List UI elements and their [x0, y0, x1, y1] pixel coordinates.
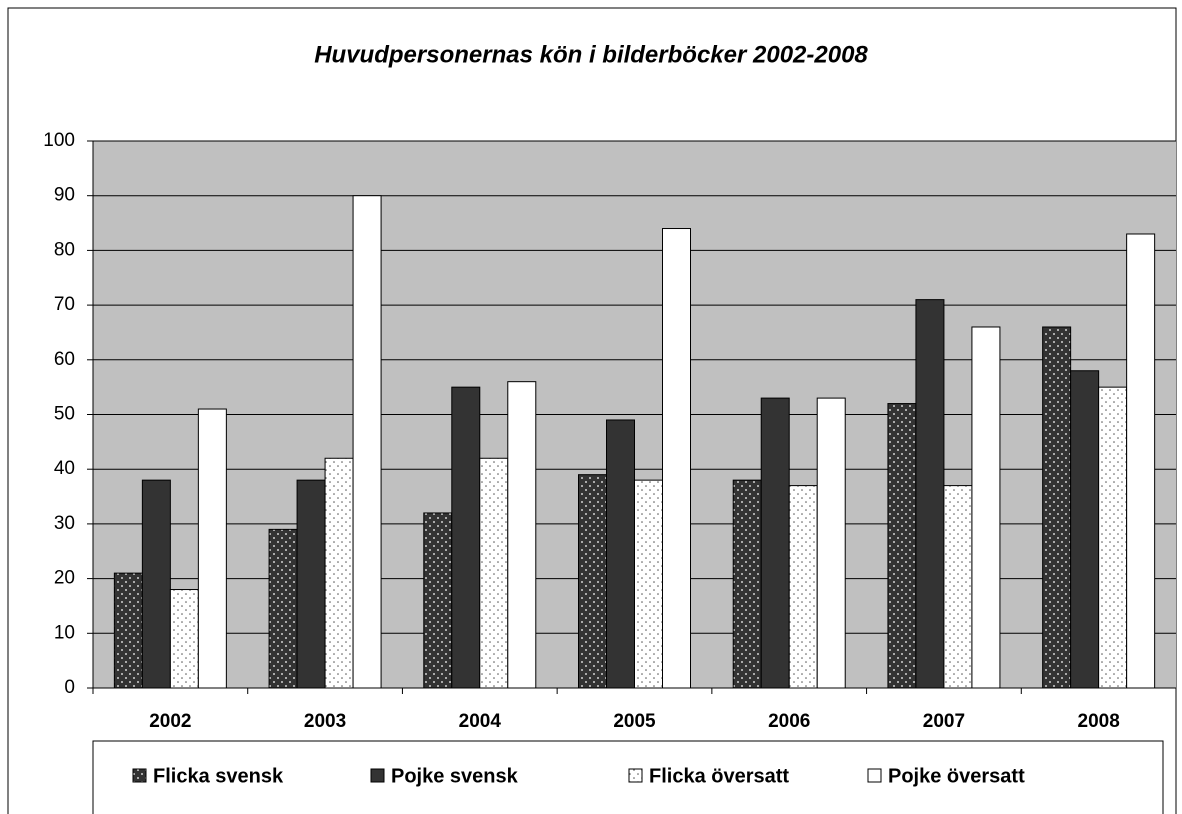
bar	[943, 485, 973, 689]
y-tick-label: 30	[54, 513, 75, 534]
bar	[732, 479, 762, 689]
bar	[788, 485, 818, 689]
bar	[197, 408, 227, 689]
bar	[760, 397, 790, 689]
x-tick-label: 2006	[768, 711, 810, 732]
bar	[816, 397, 846, 689]
x-tick-label: 2002	[149, 711, 191, 732]
bar	[268, 528, 298, 689]
legend-label: Flicka översatt	[649, 765, 789, 787]
x-tick-label: 2008	[1078, 711, 1120, 732]
y-tick-label: 90	[54, 185, 75, 206]
legend-label: Pojke svensk	[391, 765, 519, 787]
y-tick-label: 70	[54, 294, 75, 315]
bar	[113, 572, 143, 689]
y-tick-label: 0	[64, 677, 75, 698]
bar	[915, 299, 945, 689]
bar	[169, 589, 199, 689]
bar	[1126, 233, 1156, 689]
bar	[296, 479, 326, 689]
legend-swatch	[867, 768, 882, 783]
y-tick-label: 80	[54, 239, 75, 260]
legend-label: Pojke översatt	[888, 765, 1025, 787]
bar	[971, 326, 1001, 689]
bar	[887, 403, 917, 689]
y-tick-label: 20	[54, 568, 75, 589]
y-tick-label: 100	[43, 130, 75, 151]
bar	[479, 457, 509, 689]
x-tick-label: 2007	[923, 711, 965, 732]
legend-label: Flicka svensk	[153, 765, 284, 787]
bar	[423, 512, 453, 689]
x-tick-label: 2004	[459, 711, 502, 732]
y-tick-label: 60	[54, 349, 75, 370]
legend-swatch	[628, 768, 643, 783]
bar	[352, 195, 382, 689]
legend-swatch	[132, 768, 147, 783]
y-tick-label: 40	[54, 458, 75, 479]
bar	[507, 381, 537, 689]
bar	[578, 474, 607, 689]
bar	[662, 228, 691, 689]
chart-title: Huvudpersonernas kön i bilderböcker 2002…	[314, 41, 868, 68]
legend-swatch	[370, 768, 385, 783]
legend-box	[92, 740, 1164, 814]
y-tick-label: 10	[54, 622, 75, 643]
bar	[1098, 386, 1128, 689]
bar	[1070, 370, 1100, 689]
bar	[1042, 326, 1072, 689]
x-tick-label: 2003	[304, 711, 346, 732]
bar	[451, 386, 481, 689]
bar	[606, 419, 635, 689]
bar	[634, 479, 663, 689]
bar	[141, 479, 171, 689]
x-tick-label: 2005	[613, 711, 656, 732]
y-tick-label: 50	[54, 404, 75, 425]
bar	[324, 457, 354, 689]
